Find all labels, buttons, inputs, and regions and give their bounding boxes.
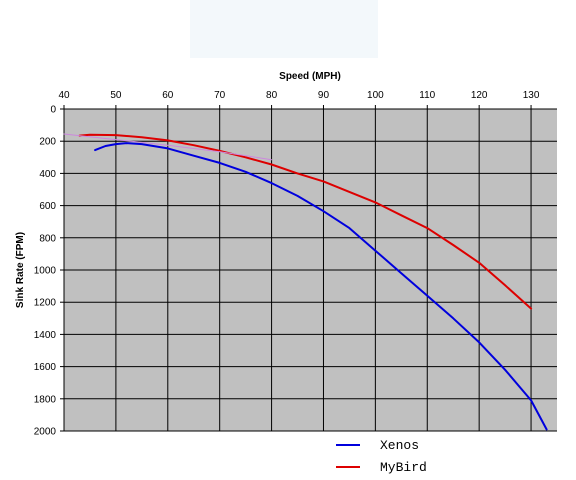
y-tick-label: 2000 <box>34 427 57 438</box>
header-banner <box>190 0 378 58</box>
x-tick-label: 70 <box>214 90 226 101</box>
y-tick-label: 1200 <box>34 298 57 309</box>
x-tick-label: 60 <box>162 90 174 101</box>
x-tick-label: 100 <box>367 90 384 101</box>
y-axis-title: Sink Rate (FPM) <box>15 232 26 308</box>
series-line-reference-2 <box>63 133 273 161</box>
legend-label-mybird: MyBird <box>380 460 427 475</box>
series-line-mybird <box>78 133 533 310</box>
y-tick-label: 1400 <box>34 330 57 341</box>
axes <box>60 105 557 432</box>
y-tick-label: 200 <box>39 137 56 148</box>
x-tick-label: 110 <box>419 90 435 101</box>
legend: Xenos MyBird <box>336 438 427 475</box>
x-axis-title: Speed (MPH) <box>279 71 341 82</box>
series-line-xenos <box>94 142 548 431</box>
legend-label-xenos: Xenos <box>380 438 419 453</box>
y-tick-label: 1800 <box>34 394 57 405</box>
x-tick-label: 50 <box>110 90 122 101</box>
x-tick-label: 40 <box>58 90 70 101</box>
y-tick-label: 600 <box>39 201 56 212</box>
series-lines <box>63 133 548 431</box>
y-tick-label: 1000 <box>34 266 57 277</box>
x-tick-label: 120 <box>471 90 488 101</box>
x-tick-label: 80 <box>266 90 278 101</box>
x-tick-label: 130 <box>523 90 540 101</box>
grid-lines <box>63 108 557 432</box>
y-tick-label: 0 <box>50 105 56 116</box>
tick-labels: 40 50 60 70 80 90 100 110 120 130 0 200 400 600 800 100… <box>34 90 540 438</box>
x-tick-label: 90 <box>318 90 330 101</box>
y-tick-label: 800 <box>39 233 56 244</box>
y-tick-label: 400 <box>39 169 56 180</box>
y-tick-label: 1600 <box>34 362 57 373</box>
